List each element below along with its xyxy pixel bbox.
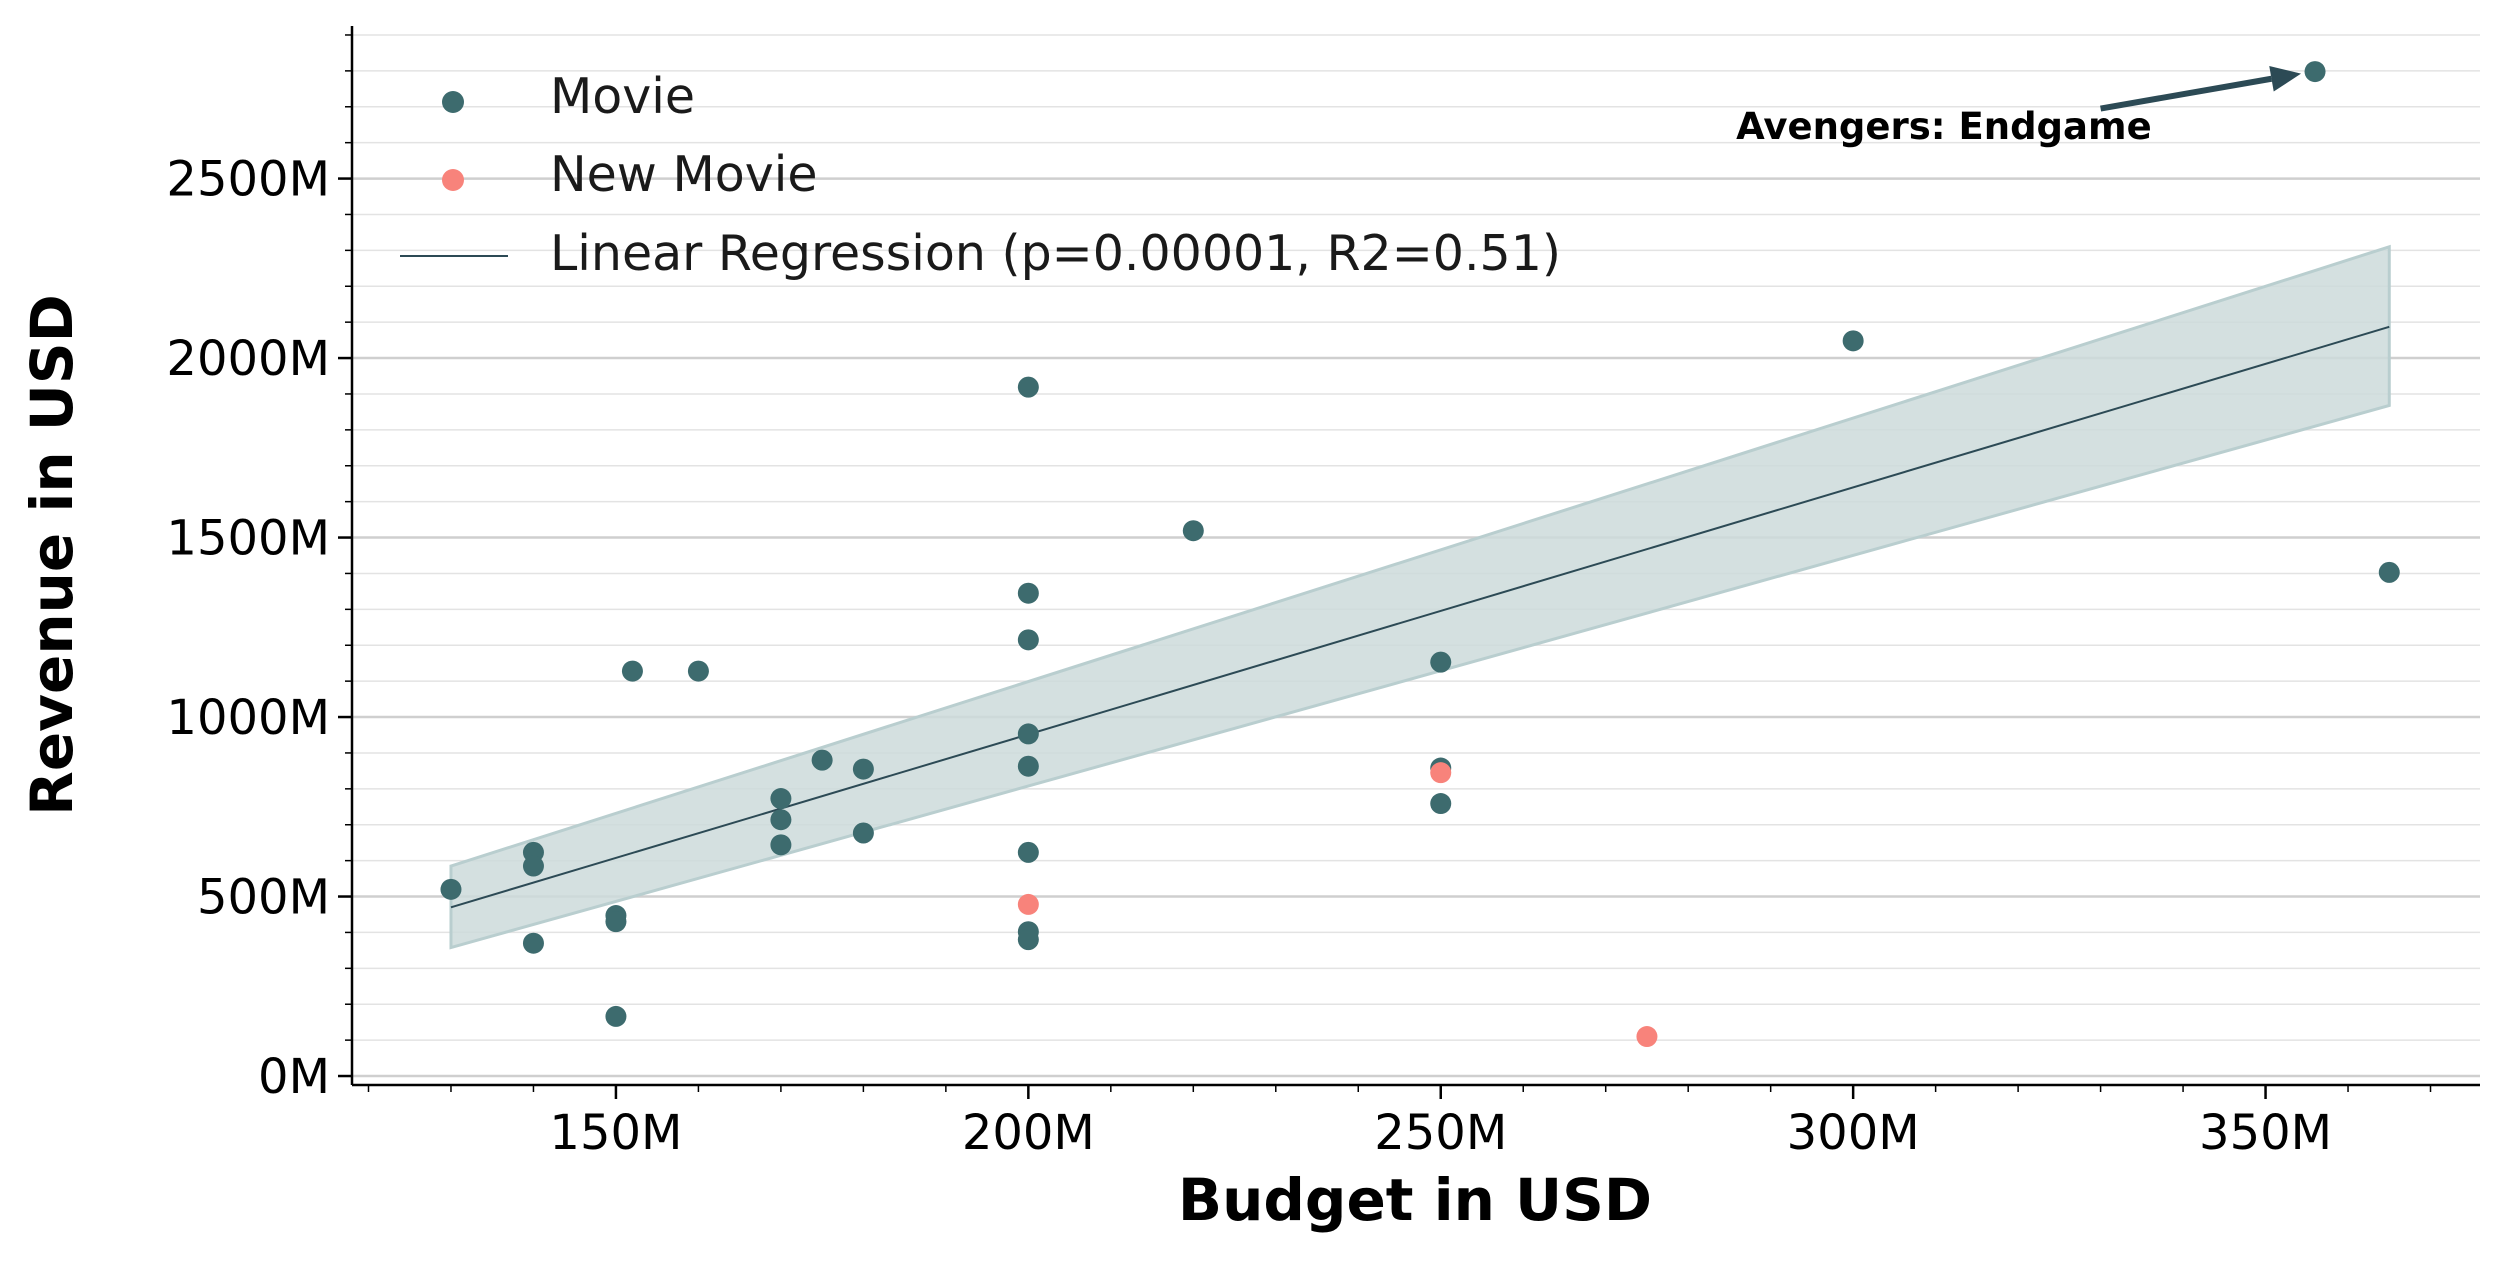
point-movie [1017,376,1039,398]
y-tick-label: 1000M [166,690,330,746]
points-layer [440,61,2400,1048]
annotation-arrow [2100,75,2273,112]
x-tick-label: 250M [1374,1105,1507,1161]
point-movie [2304,61,2326,83]
point-movie [852,758,874,780]
point-new-movie [1017,893,1039,915]
point-movie [1842,330,1864,352]
annotation-arrowhead [2269,65,2302,92]
legend-marker-new-movie [442,169,464,191]
y-tick-label: 2000M [166,331,330,387]
legend-label-new-movie: New Movie [550,146,817,203]
point-new-movie [1430,762,1452,784]
y-axis-title: Revenue in USD [18,294,86,816]
x-tick-label: 300M [1787,1105,1920,1161]
point-movie [440,878,462,900]
point-movie [1017,755,1039,777]
point-movie [522,855,544,877]
x-tick-label: 350M [2199,1105,2332,1161]
point-movie [852,822,874,844]
legend: Movie New Movie Linear Regression (p=0.0… [400,68,1561,282]
annotation-layer: Avengers: Endgame [1736,65,2302,148]
point-movie [1017,929,1039,951]
legend-label-regression: Linear Regression (p=0.00001, R2=0.51) [550,225,1561,282]
point-movie [522,932,544,954]
x-tick-label: 150M [549,1105,682,1161]
legend-marker-movie [442,91,464,113]
y-tick-label: 500M [197,870,330,926]
regression-band-layer [449,244,2391,950]
regression-line [450,325,2390,909]
y-tick-label: 1500M [166,511,330,567]
y-tick-label: 0M [258,1049,330,1105]
point-movie [1182,520,1204,542]
axis-ticks-layer: 0M 500M 1000M 1500M 2000M 2500M 150M 200M 250M 30… [166,34,2432,1161]
point-movie [1430,651,1452,673]
annotation-label: Avengers: Endgame [1736,105,2152,148]
point-movie [1017,629,1039,651]
point-movie [1017,723,1039,745]
point-movie [770,834,792,856]
point-movie [1017,841,1039,863]
legend-label-movie: Movie [550,68,695,125]
point-movie [770,788,792,810]
point-movie [811,749,833,771]
point-movie [621,660,643,682]
point-new-movie [1636,1026,1658,1048]
point-movie [1430,793,1452,815]
point-movie [687,660,709,682]
confidence-band [449,244,2391,950]
point-movie [770,809,792,831]
x-axis-title: Budget in USD [1178,1166,1652,1234]
x-tick-label: 200M [962,1105,1095,1161]
point-movie [605,911,627,933]
point-movie [1017,582,1039,604]
y-tick-label: 2500M [166,152,330,208]
point-movie [605,1005,627,1027]
point-movie [2378,561,2400,583]
